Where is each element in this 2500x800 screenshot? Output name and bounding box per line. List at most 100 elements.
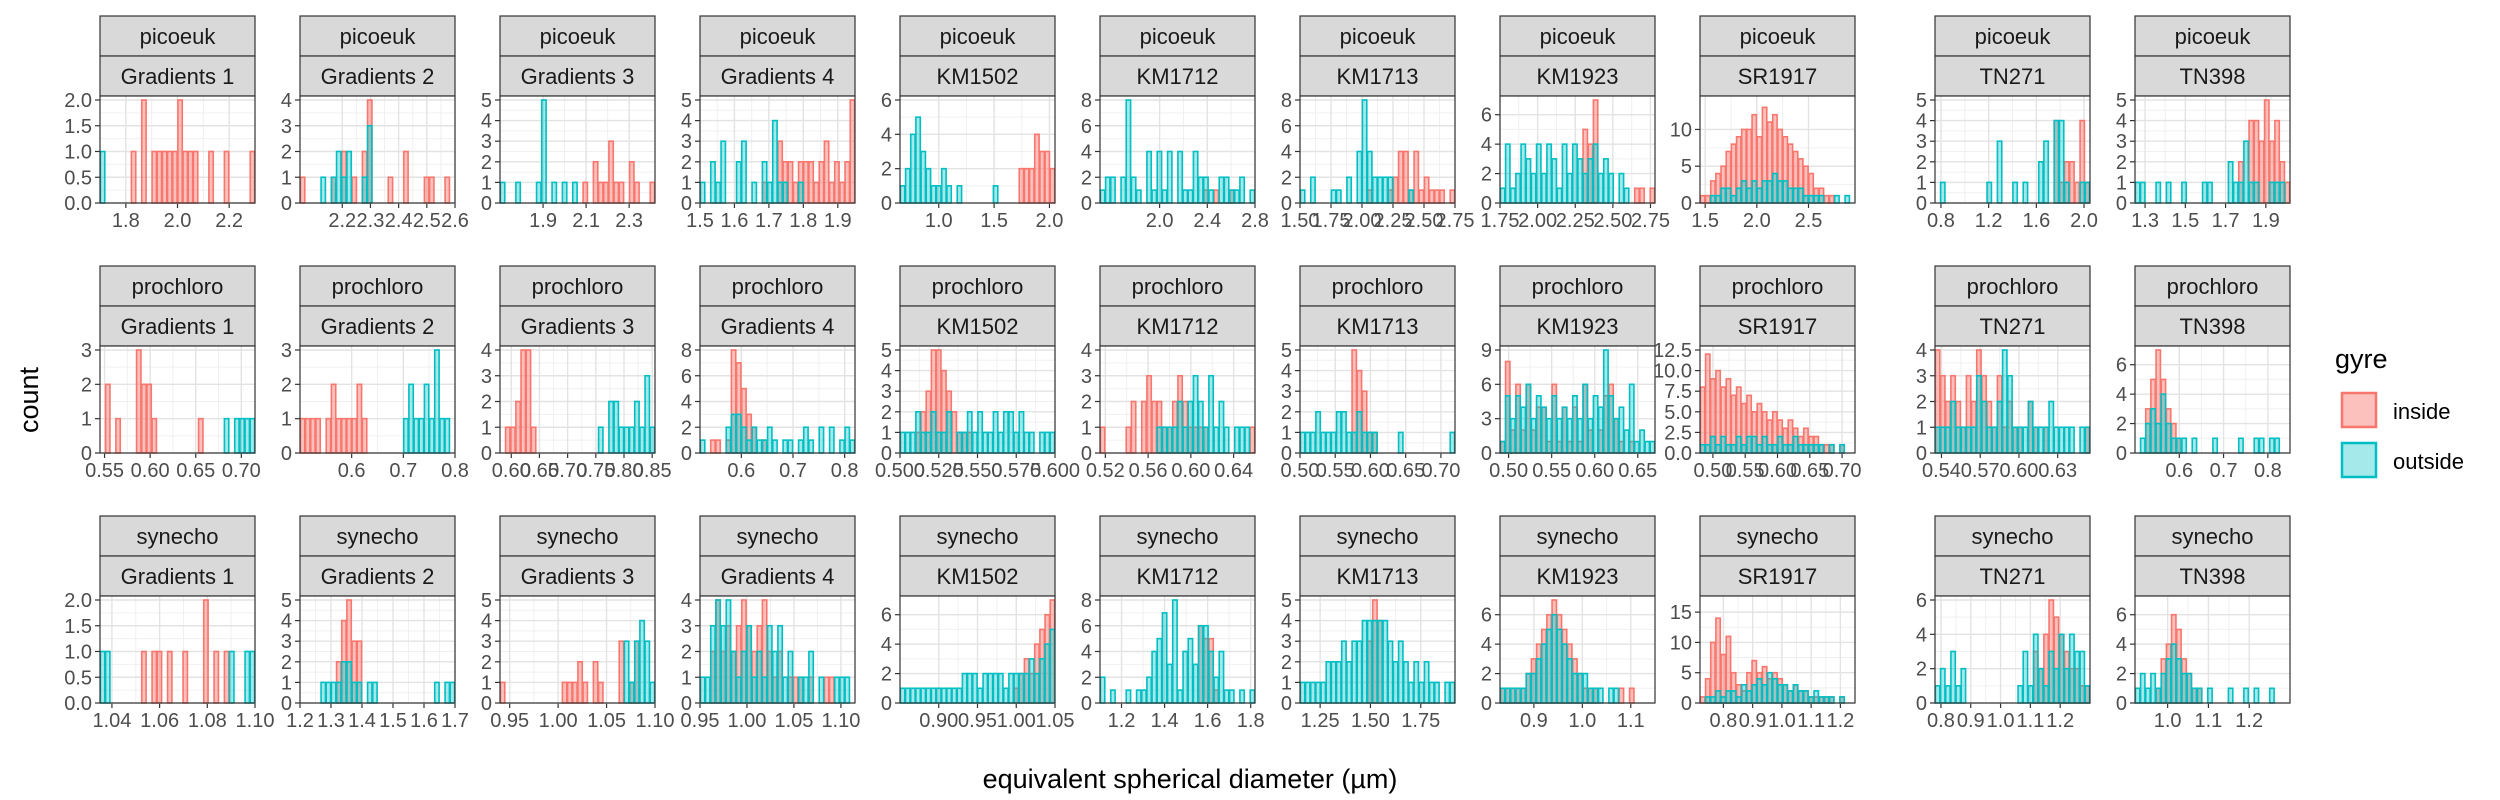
- x-tick-label: 2.8: [1241, 210, 1269, 232]
- facet-panel: prochloro KM1712 0.52 0.56 0.60 0.64 0 1 2 3 4: [1081, 265, 1256, 482]
- x-tick-label: 0.60: [1575, 460, 1614, 482]
- histogram-bar-outside: [1135, 689, 1142, 704]
- histogram-bar-inside: [618, 640, 625, 704]
- y-tick-label: 6: [1081, 616, 1092, 638]
- histogram-bar-outside: [2206, 687, 2213, 704]
- histogram-bar-outside: [1161, 426, 1168, 454]
- histogram-bar-outside: [730, 413, 737, 454]
- histogram-bar-inside: [140, 99, 147, 204]
- histogram-bar-outside: [797, 439, 804, 454]
- histogram-bar-outside: [1423, 660, 1430, 704]
- histogram-bar-outside: [2253, 437, 2260, 454]
- y-tick-label: 3: [1916, 366, 1927, 388]
- histogram-bar-outside: [644, 374, 651, 454]
- x-tick-label: 2.25: [1374, 210, 1413, 232]
- histogram-bar-outside: [1315, 410, 1322, 454]
- panel-border: [299, 345, 456, 454]
- histogram-bar-outside: [444, 681, 451, 704]
- x-axis-title: equivalent spherical diameter (µm): [983, 764, 1398, 794]
- histogram-bar-outside: [961, 672, 968, 704]
- histogram-bar-outside: [766, 181, 773, 204]
- panel-border: [1499, 595, 1656, 704]
- histogram-bar-outside: [915, 116, 922, 204]
- panel-border: [1934, 345, 2091, 454]
- x-tick-label: 1.6: [1194, 710, 1222, 732]
- y-tick-label: 4: [881, 361, 892, 383]
- x-tick-label: 2.50: [1593, 210, 1632, 232]
- y-tick-label: 3: [1481, 409, 1492, 431]
- histogram-bar-outside: [1320, 431, 1327, 454]
- y-tick-label: 3: [681, 131, 692, 153]
- histogram-bar-inside: [828, 676, 835, 704]
- histogram-bar-outside: [849, 439, 856, 454]
- histogram-bar-outside: [561, 181, 568, 204]
- y-tick-label: 5: [2116, 90, 2127, 112]
- histogram-bar-outside: [1525, 158, 1532, 204]
- histogram-bar-outside: [909, 687, 916, 704]
- histogram-bar-outside: [1449, 431, 1456, 454]
- panel-border: [1099, 345, 1256, 454]
- y-tick-label: 2: [681, 417, 692, 439]
- histogram-bar-outside: [1818, 443, 1825, 454]
- histogram-bar-outside: [787, 439, 794, 454]
- histogram-bar-outside: [1377, 176, 1384, 204]
- y-tick-label: 0: [681, 443, 692, 465]
- histogram-bar-outside: [1002, 687, 1009, 704]
- histogram-bar-outside: [1197, 400, 1204, 454]
- histogram-bar-outside: [992, 672, 999, 704]
- y-tick-label: 1: [481, 417, 492, 439]
- y-tick-label: 6: [1081, 116, 1092, 138]
- x-tick-label: 1.0: [1568, 710, 1596, 732]
- histogram-bar-outside: [915, 410, 922, 454]
- histogram-bar-outside: [2268, 437, 2275, 454]
- histogram-bar-inside: [1413, 150, 1420, 204]
- y-tick-label: 0: [681, 193, 692, 215]
- histogram-bar-outside: [956, 687, 963, 704]
- panel-border: [99, 595, 256, 704]
- histogram-bar-inside: [509, 426, 516, 454]
- facet-panel: picoeuk KM1713 1.501.752.002.252.502.75 0 2 4…: [1281, 15, 1474, 232]
- histogram-bar-outside: [1644, 440, 1651, 454]
- strip-label-group: prochloro: [1967, 274, 2059, 299]
- histogram-bar-inside: [709, 439, 716, 454]
- histogram-bar-outside: [2084, 426, 2091, 454]
- histogram-bar-outside: [223, 417, 230, 454]
- histogram-bar-outside: [1408, 681, 1415, 704]
- histogram-bar-outside: [1408, 189, 1415, 204]
- histogram-bar-inside: [309, 417, 316, 454]
- y-tick-label: 2: [2116, 664, 2127, 686]
- histogram-bar-outside: [715, 181, 722, 204]
- histogram-bar-outside: [935, 431, 942, 454]
- histogram-bar-outside: [1792, 435, 1799, 454]
- histogram-bar-outside: [2160, 393, 2167, 454]
- facet-strip: [1699, 265, 1856, 307]
- y-tick-label: 1.0: [64, 142, 92, 164]
- histogram-bar-outside: [1192, 374, 1199, 454]
- histogram-bar-outside: [720, 140, 727, 204]
- panel-border: [899, 95, 1056, 204]
- histogram-bar-outside: [1787, 443, 1794, 454]
- x-tick-label: 1.75: [1481, 210, 1520, 232]
- y-tick-label: 1: [281, 167, 292, 189]
- histogram-bar-inside: [223, 650, 230, 704]
- y-tick-label: 5: [481, 90, 492, 112]
- y-tick-label: 1: [81, 409, 92, 431]
- histogram-bar-outside: [2227, 161, 2234, 204]
- x-tick-label: 0.575: [991, 460, 1041, 482]
- y-tick-label: 0: [681, 693, 692, 715]
- histogram-bar-outside: [2037, 161, 2044, 204]
- x-tick-label: 0.55: [1726, 460, 1765, 482]
- histogram-bar-outside: [1509, 417, 1516, 454]
- histogram-bar-outside: [1787, 690, 1794, 704]
- histogram-bar-inside: [1130, 400, 1137, 454]
- histogram-bar-outside: [1934, 426, 1941, 454]
- histogram-bar-outside: [1166, 150, 1173, 204]
- panel-border: [99, 95, 256, 204]
- histogram-bar-outside: [2181, 181, 2188, 204]
- histogram-bar-inside: [156, 650, 163, 704]
- y-tick-label: 1: [1916, 417, 1927, 439]
- x-tick-label: 0.64: [1214, 460, 1253, 482]
- x-tick-label: 0.65: [1386, 460, 1425, 482]
- histogram-bar-outside: [1509, 687, 1516, 704]
- y-tick-label: 1: [1281, 422, 1292, 444]
